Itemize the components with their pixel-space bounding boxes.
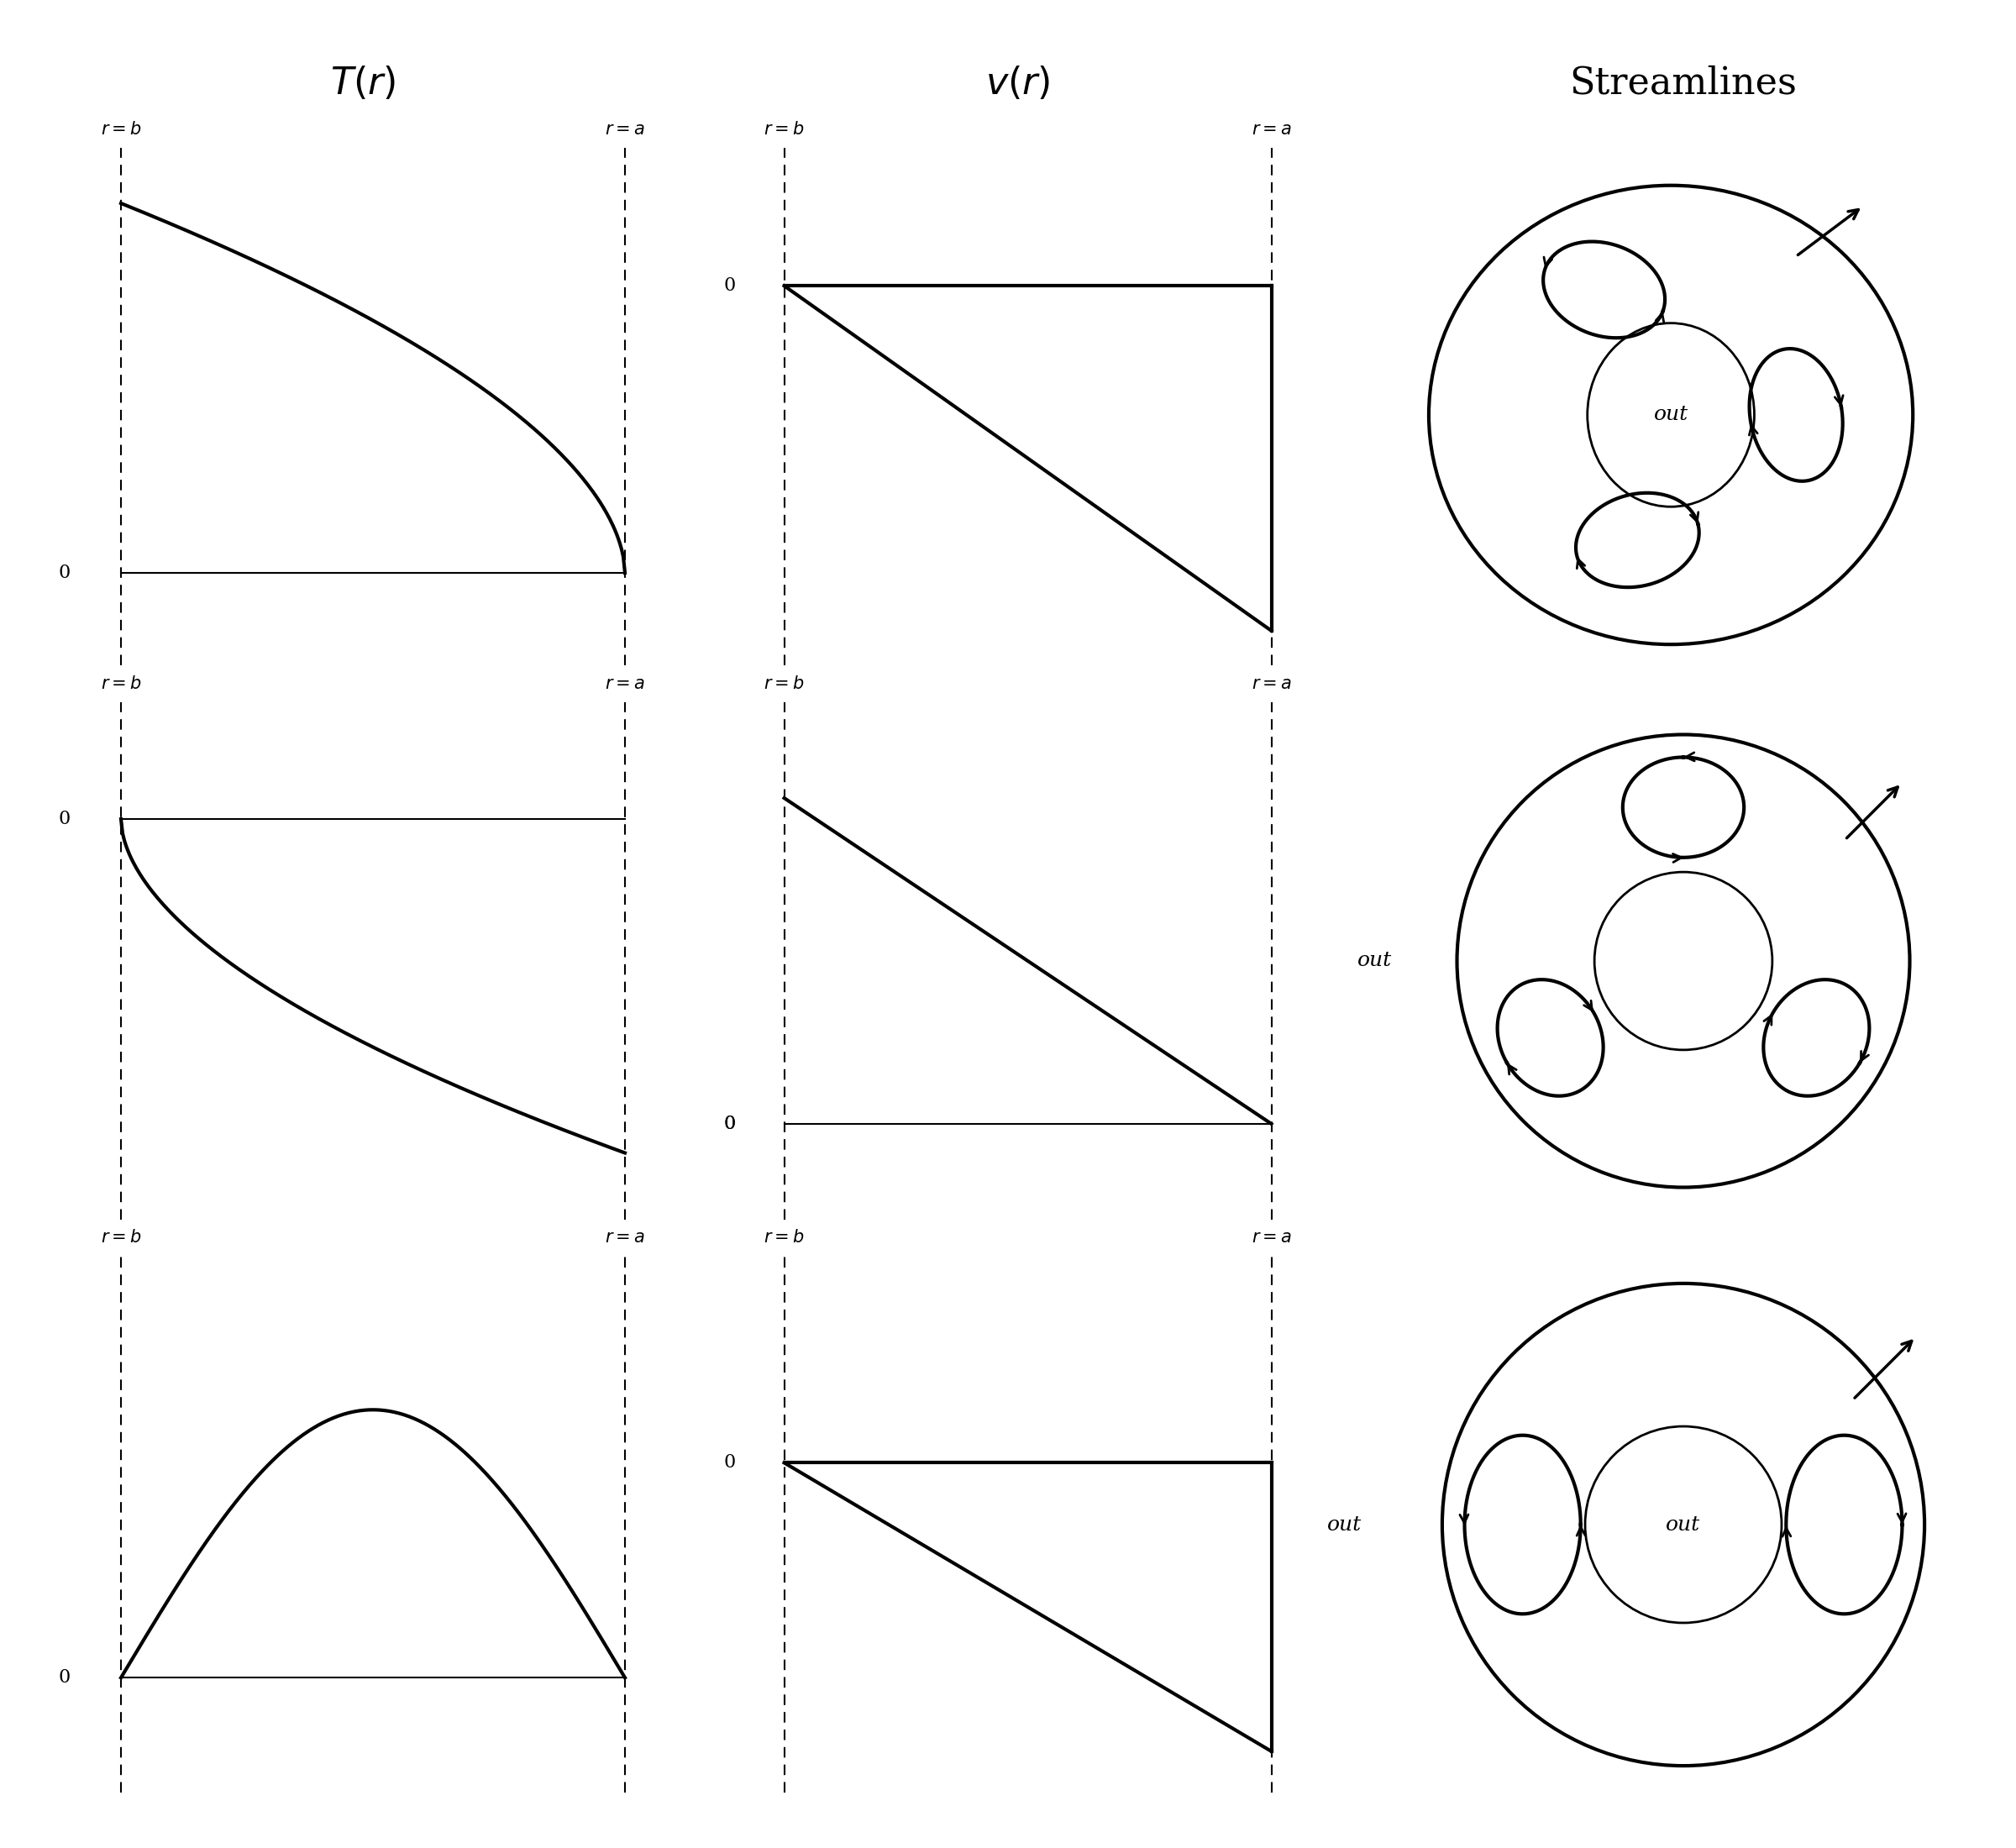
Text: $T(r)$: $T(r)$ — [331, 65, 395, 102]
Text: out: out — [1665, 1515, 1702, 1534]
Text: $v(r)$: $v(r)$ — [986, 65, 1050, 102]
Text: $r=b$: $r=b$ — [764, 675, 804, 691]
Text: 0: 0 — [58, 564, 71, 582]
Text: 0: 0 — [724, 1454, 736, 1473]
Text: 0: 0 — [724, 1114, 736, 1133]
Text: $r=b$: $r=b$ — [101, 120, 141, 137]
Text: $r=b$: $r=b$ — [101, 675, 141, 691]
Text: $r=b$: $r=b$ — [101, 1229, 141, 1246]
Text: $r=a$: $r=a$ — [605, 122, 645, 137]
Text: $r=a$: $r=a$ — [1252, 676, 1292, 691]
Text: out: out — [1653, 405, 1687, 425]
Text: $r=b$: $r=b$ — [764, 120, 804, 137]
Text: 0: 0 — [724, 277, 736, 296]
Text: $r=a$: $r=a$ — [1252, 1231, 1292, 1246]
Text: Streamlines: Streamlines — [1570, 65, 1796, 102]
Text: $r=a$: $r=a$ — [1252, 122, 1292, 137]
Text: 0: 0 — [724, 1114, 736, 1133]
Text: 0: 0 — [58, 809, 71, 828]
Text: out: out — [1327, 1515, 1363, 1534]
Text: out: out — [1357, 952, 1393, 970]
Text: $r=b$: $r=b$ — [764, 1229, 804, 1246]
Text: 0: 0 — [58, 1669, 71, 1687]
Text: $r=a$: $r=a$ — [605, 1231, 645, 1246]
Text: $r=a$: $r=a$ — [605, 676, 645, 691]
